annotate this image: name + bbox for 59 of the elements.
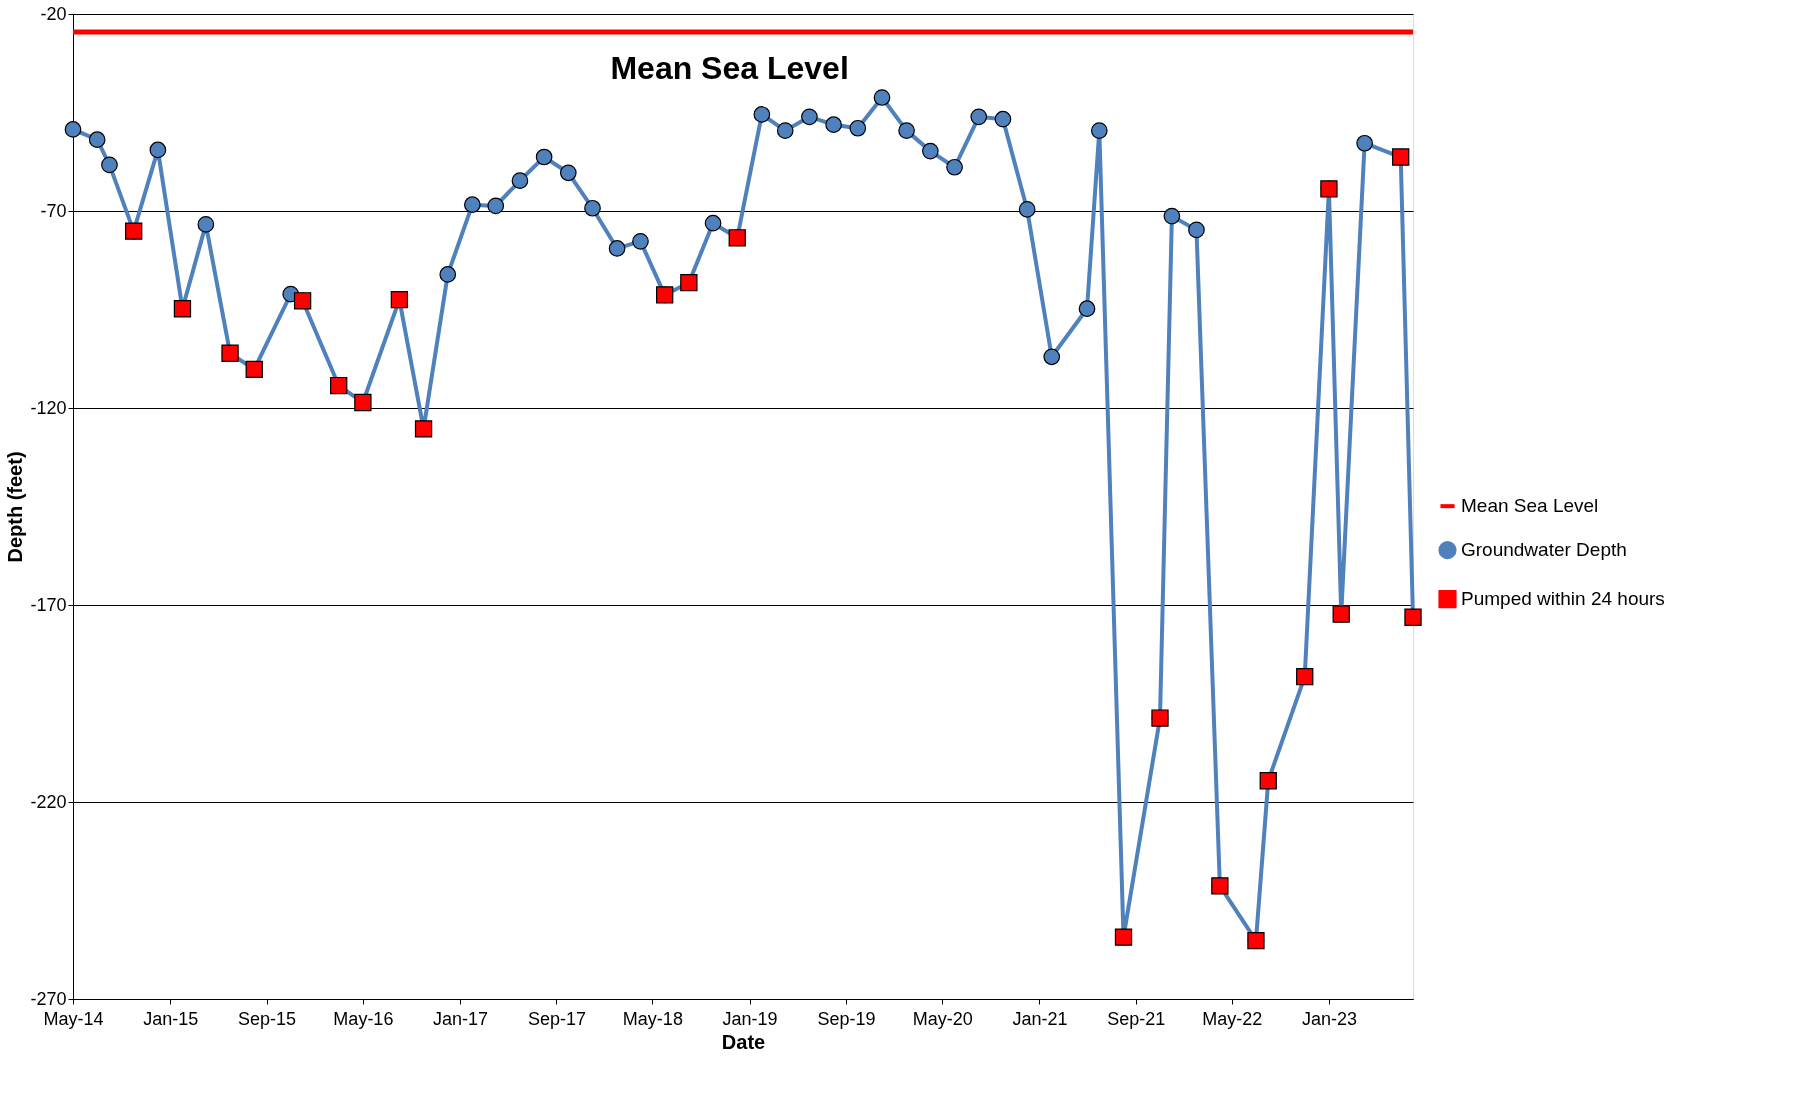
point (464, 196, 481, 214)
x-tick-label: May-16 (333, 1008, 394, 1029)
point (632, 233, 649, 250)
point (922, 142, 939, 160)
x-tick-label: Jan-23 (1301, 1008, 1357, 1029)
point (101, 156, 118, 174)
point (1043, 348, 1061, 366)
point (608, 240, 626, 257)
legend-label: Groundwater Depth (1461, 539, 1627, 561)
point (511, 172, 529, 189)
x-tick-label: Jan-17 (433, 1008, 489, 1029)
x-tick-label: Jan-15 (143, 1008, 199, 1029)
point (1356, 134, 1373, 152)
point (584, 199, 601, 217)
text: Mean Sea Level (610, 50, 849, 87)
point (970, 108, 988, 126)
point (439, 266, 457, 283)
point (197, 216, 215, 233)
x-tick-label: May-22 (1202, 1008, 1263, 1029)
point (776, 122, 794, 139)
point (535, 148, 553, 166)
y-tick-label: -70 (40, 200, 67, 221)
point (1090, 122, 1108, 139)
y-axis-title: Depth (feet) (4, 451, 27, 563)
point (149, 141, 167, 159)
point (801, 108, 818, 126)
legend-label: Pumped within 24 hours (1461, 588, 1665, 610)
x-tick-label: Sep-17 (527, 1008, 586, 1029)
point (753, 106, 771, 123)
x-tick-label: Jan-21 (1012, 1008, 1068, 1029)
point (1188, 221, 1205, 239)
point (873, 89, 891, 106)
x-tick-label: May-20 (912, 1008, 973, 1029)
point (898, 122, 915, 139)
y-tick-label: -220 (30, 791, 67, 812)
point (64, 121, 82, 138)
point (994, 110, 1012, 128)
point (1163, 207, 1181, 225)
point (88, 131, 106, 149)
point (1078, 300, 1096, 318)
point (559, 164, 577, 182)
y-tick-label: -270 (30, 988, 67, 1009)
legend-label: Mean Sea Level (1461, 495, 1599, 517)
y-tick-label: -120 (30, 397, 67, 418)
point (487, 197, 505, 215)
point (704, 214, 722, 232)
x-tick-label: Sep-15 (238, 1008, 297, 1029)
x-tick-label: Jan-19 (722, 1008, 778, 1029)
x-tick-label: Sep-19 (817, 1008, 876, 1029)
x-tick-label: May-14 (43, 1008, 104, 1029)
x-axis-title: Date (721, 1030, 766, 1053)
point (1018, 201, 1036, 218)
y-tick-label: -170 (30, 594, 67, 615)
point (825, 116, 842, 134)
point (849, 119, 867, 137)
x-tick-label: May-18 (622, 1008, 683, 1029)
y-tick-label: -20 (40, 3, 67, 24)
point (946, 158, 963, 176)
x-tick-label: Sep-21 (1107, 1008, 1166, 1029)
